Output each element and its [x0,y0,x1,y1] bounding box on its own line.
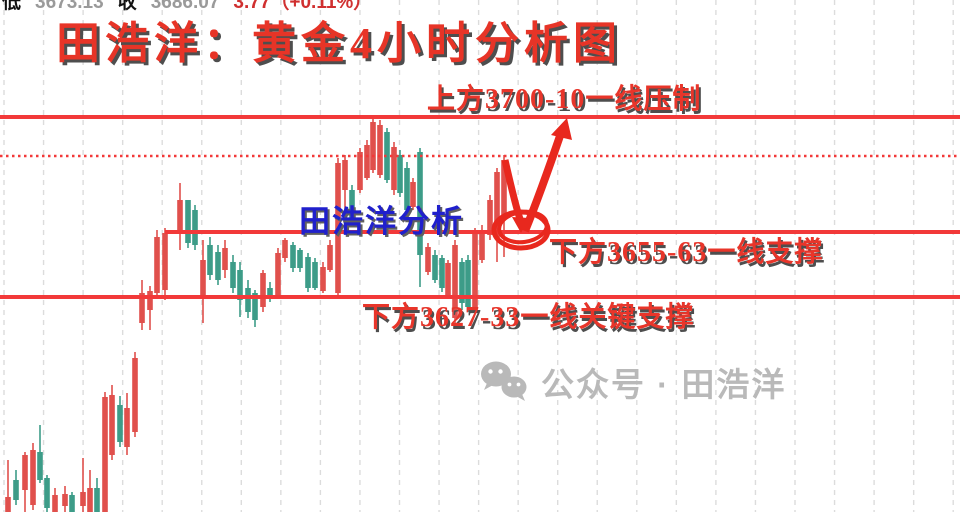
candle-body [252,293,258,320]
candle-body [335,163,341,293]
candle-body [37,452,43,480]
change-value: 3.77（+0.11%） [233,0,373,13]
candle-body [185,200,191,243]
candle-body [260,273,266,307]
candle-body [80,492,86,506]
candle-body [52,495,58,512]
candle-body [320,267,326,291]
candle-body [459,262,465,303]
watermark: 公众号 · 田浩洋 [479,358,786,406]
candle-body [479,230,485,260]
wechat-icon [481,361,527,401]
candle-body [445,263,451,295]
candle-body [200,260,206,297]
candle-body [117,405,123,442]
candle-body [357,152,363,190]
candle-body [30,450,36,505]
watermark-text: 公众号 · 田浩洋 [541,366,787,403]
page-title: 田浩洋：黄金4小时分析图 [56,19,622,68]
candle-body [342,160,348,190]
candle-body [5,497,11,512]
candle-body [102,397,108,512]
close-value: 3686.07 [150,0,220,13]
candle-body [349,190,355,218]
support-annotation: 下方3655-63一线支撑 [549,237,824,268]
candle-body [62,494,68,506]
candle-body [290,245,296,268]
candle-body [207,245,213,275]
candle-body [275,253,281,295]
candle-body [22,455,28,490]
candle-body [494,172,500,238]
candle-body [87,488,93,512]
candle-body [487,200,493,235]
candle-body [215,252,221,280]
candle-body [432,255,438,280]
candle-body [222,248,228,270]
candle-body [404,168,410,210]
candle-body [124,408,130,447]
low-value: 3673.13 [35,0,104,13]
candle-body [230,262,236,288]
candle-body [377,125,383,175]
candle-body [370,122,376,170]
candle-body [452,245,458,318]
candle-body [154,237,160,293]
candle-body [192,210,198,245]
candle-body [417,152,423,255]
candle-body [44,478,50,508]
candle-body [132,358,138,432]
candle-body [94,488,100,512]
candle-body [391,147,397,190]
candle-body [297,250,303,268]
candle-body [237,270,243,300]
close-label: 收 [117,0,137,13]
analyst-annotation: 田浩洋分析 [299,204,464,239]
candle-body [13,480,19,500]
candle-body [282,240,288,258]
candle-body [472,232,478,310]
key-support-annotation: 下方3627-33一线关键支撑 [362,302,695,333]
candle-body [267,288,273,298]
candle-body [312,262,318,288]
candle-body [397,155,403,193]
candle-body [384,132,390,180]
candle-body [69,495,75,512]
candle-body [501,160,507,215]
candle-body [425,247,431,272]
candle-body [109,395,115,455]
candle-body [177,200,183,233]
candle-body [305,257,311,288]
price-info-strip: 低 3673.13 收 3686.07 3.77（+0.11%） [2,0,386,14]
candle-body [410,182,416,207]
candle-body [147,291,153,310]
candle-body [364,145,370,178]
candle-body [139,293,145,323]
candle-body [162,233,168,290]
low-label: 低 [2,0,22,13]
candle-body [327,245,333,270]
resistance-annotation: 上方3700-10一线压制 [427,84,702,115]
candle-body [465,260,471,307]
candle-body [245,288,251,312]
candle-body [439,258,445,288]
